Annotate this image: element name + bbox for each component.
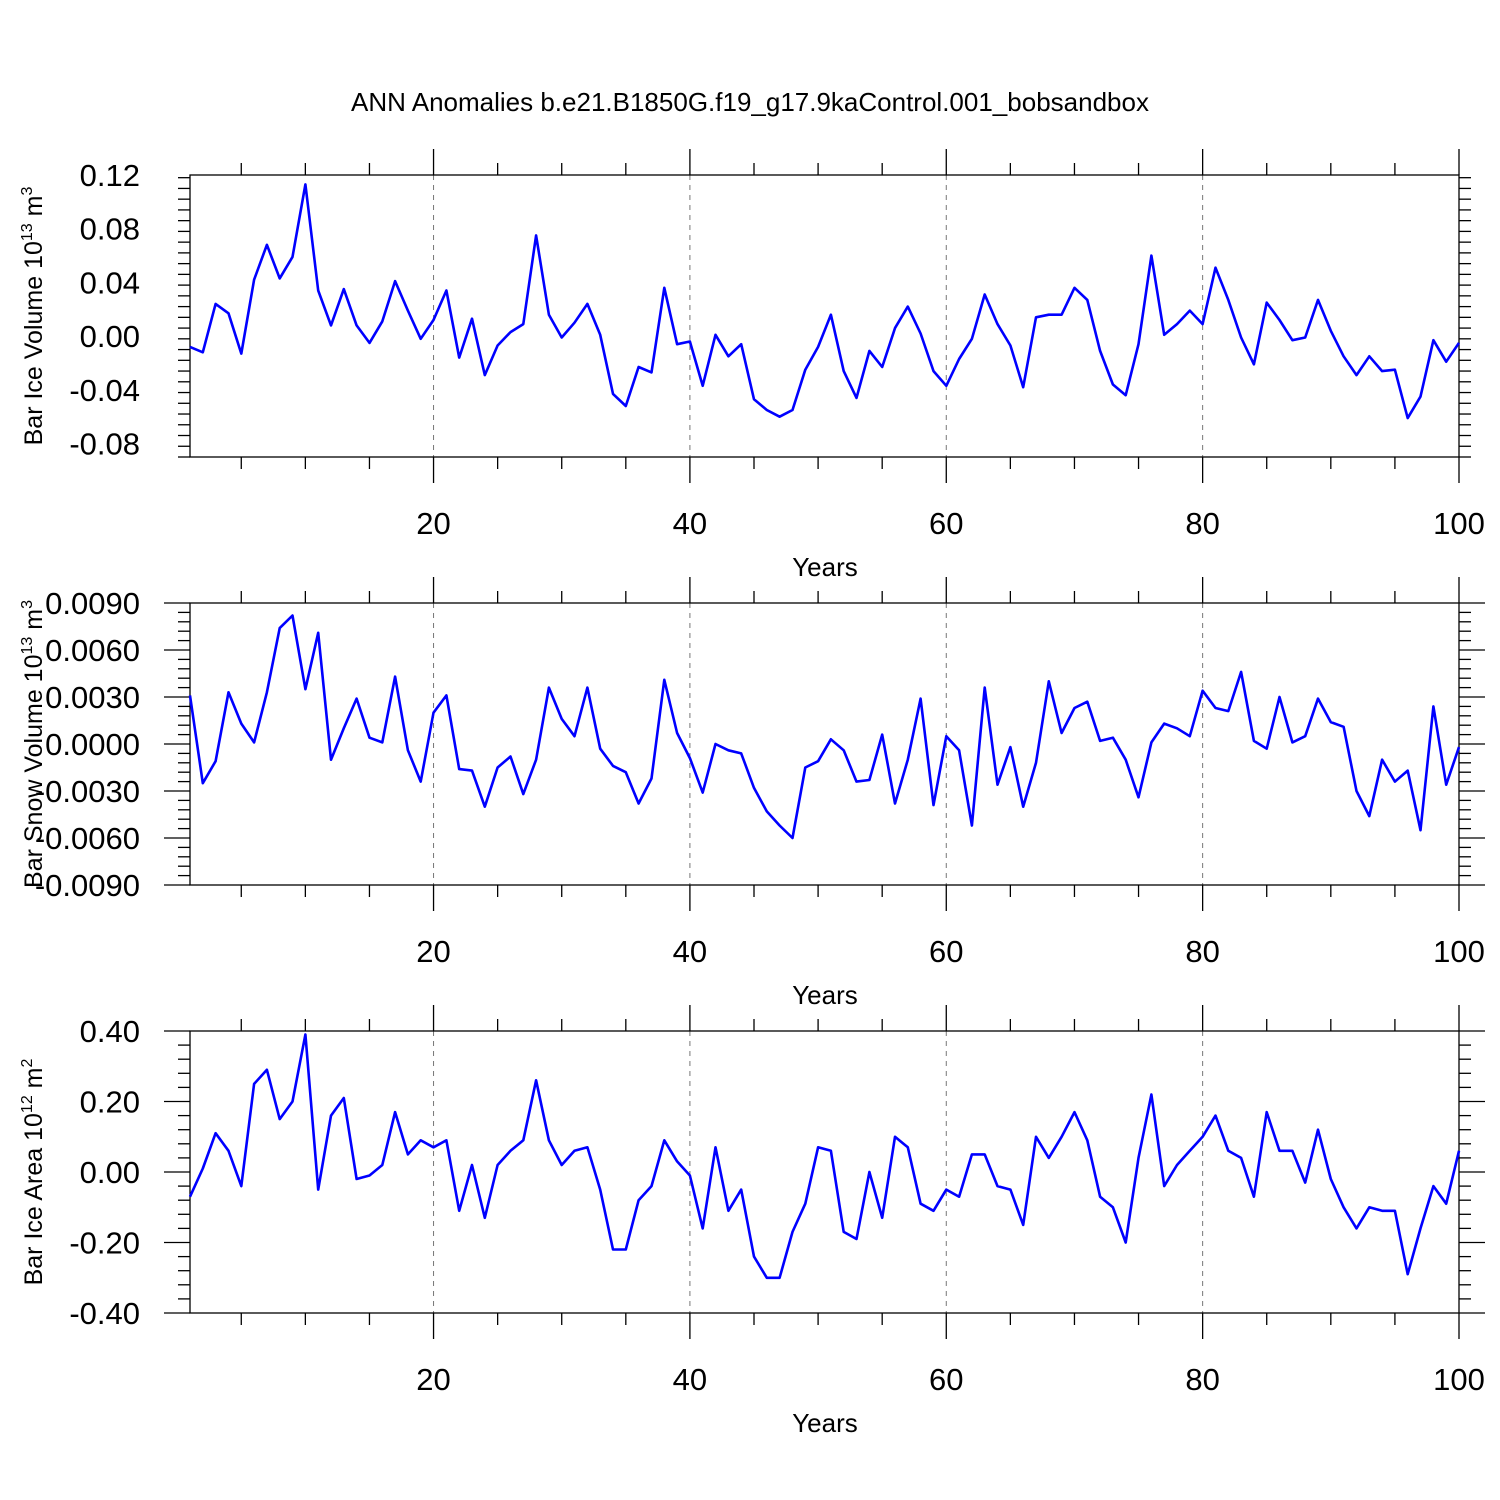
x-tick-label: 20 [416,506,450,541]
x-tick-label: 20 [416,1362,450,1397]
plot-frame [189,174,1460,458]
x-tick-label: 40 [673,934,707,969]
y-tick-label: 0.00 [80,1155,140,1190]
y-tick-label: 0.0060 [45,633,140,668]
y-tick-label: 0.0090 [45,586,140,621]
series-line [188,614,1461,840]
x-tick-label: 60 [929,506,963,541]
plot-frame [189,1030,1460,1314]
panel-1: -0.08 -0.04 0.00 0.04 0.08 0.12 20 40 60 80 100 Yea… [19,149,1485,582]
y-tick-label: 0.0000 [45,727,140,762]
y-axis-label: Bar Snow Volume 1013 m3 [19,600,48,888]
x-axis-label: Years [792,552,858,582]
y-axis-label: Bar Ice Area 1012 m2 [19,1059,48,1286]
y-tick-label: 0.12 [80,158,140,193]
x-tick-label: 60 [929,1362,963,1397]
panel-3: -0.40 -0.20 0.00 0.20 0.40 20 40 60 80 100 Years Ba… [19,1005,1485,1438]
y-tick-label: -0.0030 [35,774,140,809]
x-tick-label: 60 [929,934,963,969]
x-tick-label: 100 [1433,506,1485,541]
x-tick-label: 40 [673,506,707,541]
y-tick-label: -0.08 [69,427,140,462]
y-tick-label: 0.08 [80,212,140,247]
y-tick-label: -0.20 [69,1226,140,1261]
y-tick-label: 0.20 [80,1085,140,1120]
x-tick-label: 80 [1185,1362,1219,1397]
y-tick-label: -0.0060 [35,821,140,856]
x-tick-label: 40 [673,1362,707,1397]
x-tick-label: 80 [1185,934,1219,969]
y-tick-label: -0.40 [69,1296,140,1331]
x-tick-label: 80 [1185,506,1219,541]
y-tick-label: 0.00 [80,319,140,354]
x-axis-label: Years [792,980,858,1010]
x-tick-label: 100 [1433,934,1485,969]
y-tick-label: 0.40 [80,1014,140,1049]
x-tick-label: 100 [1433,1362,1485,1397]
series-line [189,183,1461,420]
x-axis-label: Years [792,1408,858,1438]
figure-title: ANN Anomalies b.e21.B1850G.f19_g17.9kaCo… [351,87,1149,117]
y-tick-label: 0.04 [80,265,140,300]
x-tick-label: 20 [416,934,450,969]
series-line [188,1033,1461,1280]
panel-2: -0.0090 -0.0060 -0.0030 0.0000 0.0030 0.0060 0… [19,577,1485,1010]
y-tick-label: -0.04 [69,373,140,408]
y-tick-label: -0.0090 [35,868,140,903]
y-tick-label: 0.0030 [45,680,140,715]
y-axis-label: Bar Ice Volume 1013 m3 [19,187,48,446]
